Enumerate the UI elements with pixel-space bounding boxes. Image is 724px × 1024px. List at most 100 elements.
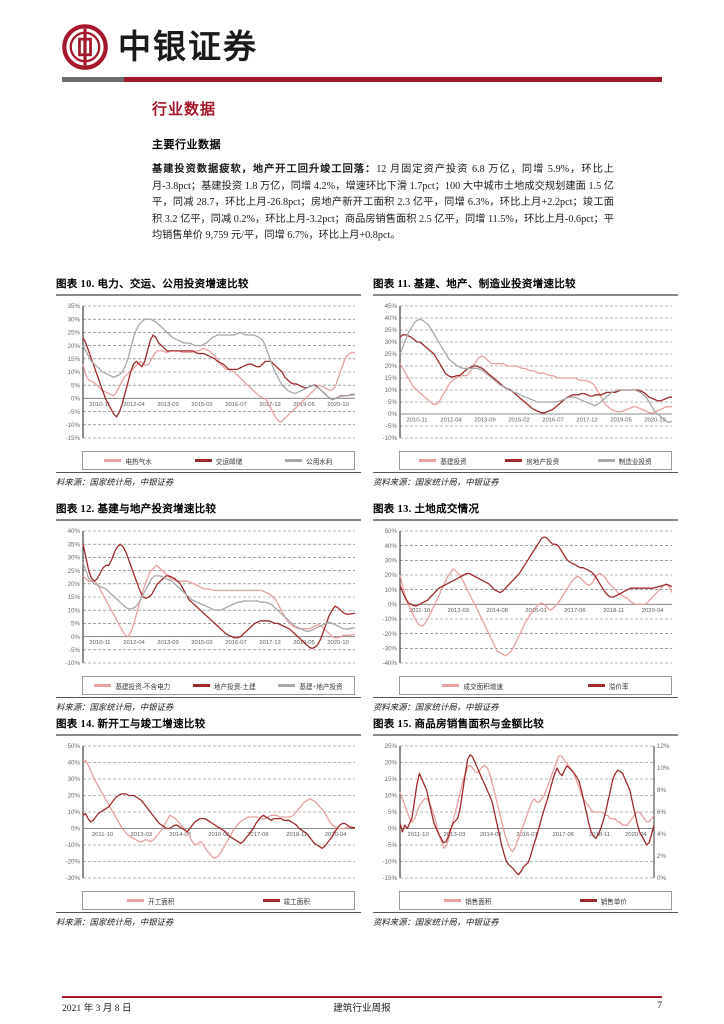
legend-item: 电热气水: [104, 456, 152, 466]
svg-text:-10%: -10%: [383, 435, 398, 442]
svg-text:0%: 0%: [71, 396, 80, 403]
svg-text:0%: 0%: [71, 634, 80, 641]
svg-text:2018-11: 2018-11: [589, 832, 610, 838]
legend-swatch: [94, 684, 112, 687]
svg-text:5%: 5%: [388, 809, 397, 816]
brand-name: 中银证券: [118, 27, 258, 66]
svg-text:-15%: -15%: [383, 875, 398, 882]
svg-text:2014-08: 2014-08: [480, 832, 502, 838]
svg-text:-10%: -10%: [66, 842, 81, 849]
legend-item: 基建投资-不含电力: [94, 681, 170, 691]
svg-text:0%: 0%: [657, 875, 666, 882]
svg-text:-5%: -5%: [69, 647, 81, 654]
footer-title: 建筑行业周报: [333, 1003, 391, 1014]
figure-source: 资料来源：国家统计局，中银证券: [373, 697, 678, 713]
svg-text:-15%: -15%: [66, 435, 81, 442]
boc-emblem-icon: [62, 24, 108, 70]
figure-plot-area: 50% 40% 30% 20% 10% 0% -10% -20% -30% 2011-10 2013…: [56, 742, 361, 910]
svg-text:8%: 8%: [657, 787, 666, 794]
legend-item: 溢价率: [587, 681, 629, 691]
svg-text:12%: 12%: [657, 743, 670, 750]
legend-item: 开工面积: [127, 896, 174, 906]
legend-swatch: [579, 899, 597, 902]
figure-source: 资料来源：国家统计局，中银证券: [373, 912, 678, 928]
svg-text:40%: 40%: [68, 528, 81, 535]
legend-item: 地产投资-土建: [192, 681, 256, 691]
chart-svg: 25% 20% 15% 10% 5% 0% -5% -10% -15% 12% 10% 8% 6% 4% 2…: [383, 743, 670, 882]
header-rule: [62, 77, 662, 82]
legend-label: 制造业投资: [618, 458, 652, 466]
svg-text:2017-12: 2017-12: [259, 640, 281, 646]
series-line: [399, 754, 655, 876]
legend-item: 房地产投资: [505, 456, 559, 466]
chart-legend: 销售面积 销售单价: [399, 891, 672, 910]
svg-text:-10%: -10%: [383, 616, 398, 623]
figure-fig14: 图表 14. 新开工与竣工增速比较 50% 40% 30% 20% 10% 0% -10% -2…: [56, 716, 361, 928]
figure-title-rule: [56, 294, 361, 296]
figure-title: 图表 12. 基建与地产投资增速比较: [56, 504, 217, 515]
figure-plot-area: 45% 40% 35% 30% 25% 20% 15% 10% 5% 0% -5% -10% 2010-…: [373, 302, 678, 470]
svg-text:2016-07: 2016-07: [225, 402, 247, 408]
svg-text:10%: 10%: [385, 387, 398, 394]
svg-text:2016-07: 2016-07: [225, 640, 247, 646]
legend-item: 成交面积增速: [442, 681, 503, 691]
svg-text:2016-01: 2016-01: [525, 608, 547, 614]
legend-swatch: [442, 684, 460, 687]
svg-text:2015-02: 2015-02: [191, 640, 213, 646]
svg-text:-30%: -30%: [66, 875, 81, 882]
svg-text:30%: 30%: [385, 339, 398, 346]
figure-fig13: 图表 13. 土地成交情况 50% 40% 30% 20% 10% 0% -10% -20% -3…: [373, 501, 678, 713]
svg-text:2013-09: 2013-09: [474, 418, 496, 424]
svg-text:35%: 35%: [68, 303, 81, 310]
figure-source: 料来源：国家统计局，中银证券: [56, 697, 361, 713]
legend-swatch: [285, 459, 303, 462]
figure-fig15: 图表 15. 商品房销售面积与金额比较 25% 20% 15% 10% 5% 0% -5% -1…: [373, 716, 678, 928]
series-line: [82, 564, 356, 639]
figure-plot-area: 35% 30% 25% 20% 15% 10% 5% 0% -5% -10% -15% 2010-11…: [56, 302, 361, 470]
svg-text:30%: 30%: [68, 316, 81, 323]
svg-text:2%: 2%: [657, 853, 666, 860]
svg-text:2020-04: 2020-04: [625, 832, 647, 838]
series-line: [399, 568, 673, 657]
legend-label: 基建投资: [440, 458, 467, 466]
svg-text:30%: 30%: [385, 558, 398, 565]
figure-title-rule: [373, 519, 678, 521]
svg-text:25%: 25%: [385, 351, 398, 358]
figure-title: 图表 13. 土地成交情况: [373, 504, 480, 515]
svg-text:40%: 40%: [68, 760, 81, 767]
svg-text:6%: 6%: [657, 809, 666, 816]
legend-label: 开工面积: [148, 898, 175, 906]
svg-text:25%: 25%: [385, 743, 398, 750]
svg-text:20%: 20%: [385, 572, 398, 579]
series-line: [399, 318, 673, 424]
svg-text:20%: 20%: [68, 581, 81, 588]
svg-text:45%: 45%: [385, 303, 398, 310]
svg-text:15%: 15%: [385, 375, 398, 382]
figure-fig12: 图表 12. 基建与地产投资增速比较 40% 35% 30% 25% 20% 15% 10% 5…: [56, 501, 361, 713]
figure-title: 图表 10. 电力、交运、公用投资增速比较: [56, 279, 249, 290]
legend-label: 基建投资-不含电力: [115, 683, 171, 691]
legend-item: 销售单价: [579, 896, 627, 906]
svg-text:15%: 15%: [68, 594, 81, 601]
svg-text:2012-04: 2012-04: [123, 640, 145, 646]
figure-source: 资料来源：国家统计局，中银证券: [373, 472, 678, 488]
svg-text:2015-02: 2015-02: [191, 402, 213, 408]
chart-svg: 50% 40% 30% 20% 10% 0% -10% -20% -30% -40% 2011-10…: [383, 528, 673, 667]
svg-text:15%: 15%: [385, 776, 398, 783]
svg-text:30%: 30%: [68, 776, 81, 783]
svg-text:10%: 10%: [68, 607, 81, 614]
svg-text:2016-07: 2016-07: [542, 418, 564, 424]
svg-text:2015-02: 2015-02: [508, 418, 530, 424]
legend-swatch: [278, 684, 296, 687]
chart-svg: 45% 40% 35% 30% 25% 20% 15% 10% 5% 0% -5% -10% 2010-…: [383, 303, 673, 442]
svg-text:-40%: -40%: [383, 660, 398, 667]
legend-label: 基建+地产投资: [299, 683, 343, 691]
svg-text:20%: 20%: [68, 343, 81, 350]
section-title: 行业数据: [152, 102, 217, 118]
svg-text:2012-04: 2012-04: [123, 402, 145, 408]
figure-fig11: 图表 11. 基建、地产、制造业投资增速比较 45% 40% 35% 30% 25% 20%…: [373, 276, 678, 488]
svg-text:2010-11: 2010-11: [89, 640, 110, 646]
svg-text:2019-05: 2019-05: [293, 402, 315, 408]
series-line: [399, 536, 673, 607]
legend-swatch: [505, 459, 523, 462]
